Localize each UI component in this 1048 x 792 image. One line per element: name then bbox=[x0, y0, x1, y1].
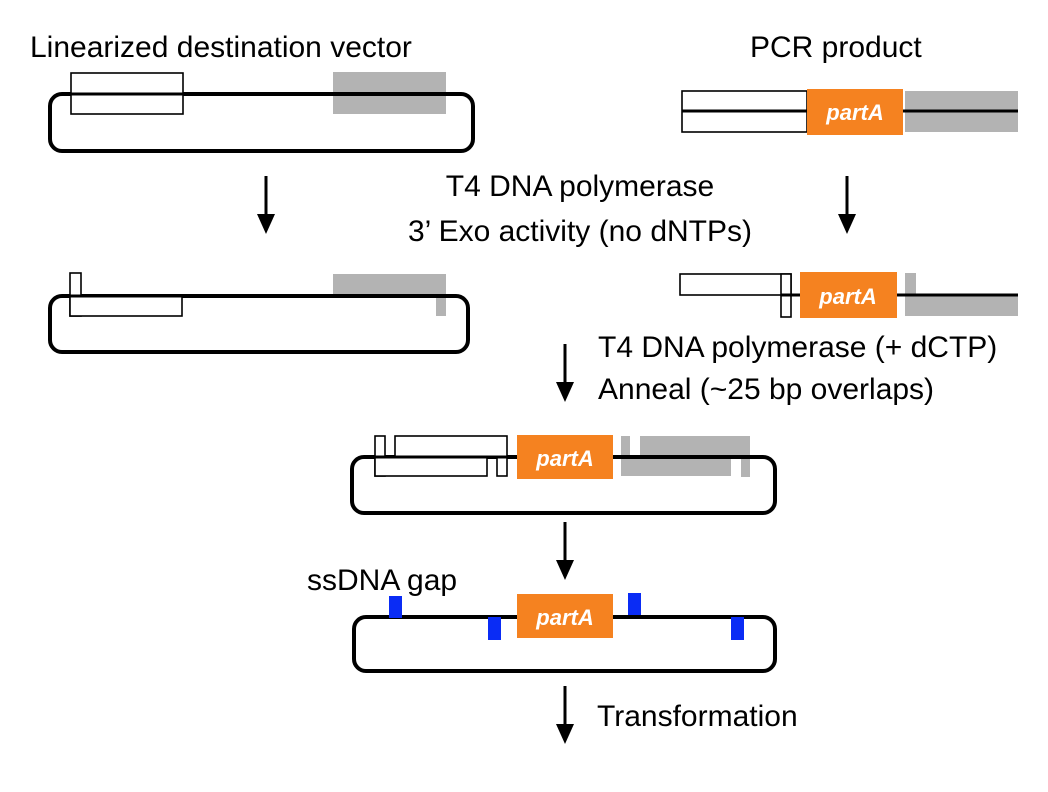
pcr-title: PCR product bbox=[750, 31, 922, 64]
ssdna-gap-4 bbox=[731, 617, 744, 640]
chewed-homology-right bbox=[333, 274, 446, 296]
chewed-pcr-product: partA bbox=[679, 272, 1018, 318]
arrow-transformation bbox=[556, 686, 574, 744]
chewed-homology-right-tail bbox=[436, 296, 446, 316]
arrow-pcr-exo bbox=[838, 176, 856, 234]
vector-backbone bbox=[48, 92, 475, 153]
step2-enzyme-label: T4 DNA polymerase (+ dCTP) bbox=[598, 331, 997, 364]
insert-block bbox=[807, 89, 903, 135]
pcr-product: partA bbox=[681, 89, 1018, 135]
annealed-homology-right-tail bbox=[741, 457, 750, 477]
arrow-anneal bbox=[556, 344, 574, 402]
ssdna-gap-label: ssDNA gap bbox=[307, 564, 457, 597]
chewed-vector bbox=[48, 272, 470, 354]
ssdna-gap-1 bbox=[389, 596, 402, 618]
chewed-homology-left bbox=[69, 295, 183, 317]
annealed-homology-lower bbox=[374, 456, 488, 477]
chewed-pcr-homology-right bbox=[905, 295, 1018, 316]
ssdna-gap-2 bbox=[488, 617, 501, 640]
annealed-homology-right-tick bbox=[621, 436, 630, 457]
insert-label: partA bbox=[825, 100, 883, 125]
transformation-label: Transformation bbox=[597, 700, 798, 733]
annealed-homology-right-lower bbox=[621, 457, 731, 476]
annealed-plasmid: partA bbox=[350, 435, 777, 515]
annealed-homology-right bbox=[640, 436, 750, 457]
ssdna-gap-3 bbox=[628, 593, 641, 615]
annealed-homology-upper bbox=[394, 435, 508, 458]
linearized-vector bbox=[48, 72, 475, 153]
gapped-insert-block bbox=[517, 594, 613, 638]
arrow-repair bbox=[556, 522, 574, 580]
chewed-insert-block bbox=[800, 272, 897, 318]
annealed-insert-label: partA bbox=[535, 446, 593, 471]
annealed-overhang-b bbox=[496, 456, 508, 477]
chewed-pcr-homology-left bbox=[679, 273, 792, 296]
step1-activity-label: 3’ Exo activity (no dNTPs) bbox=[408, 215, 752, 248]
step1-enzyme-label: T4 DNA polymerase bbox=[446, 170, 714, 203]
chewed-insert-label: partA bbox=[818, 284, 876, 309]
chewed-vector-backbone bbox=[48, 294, 470, 354]
gapped-insert-label: partA bbox=[535, 605, 593, 630]
chewed-pcr-tail-right bbox=[905, 273, 916, 295]
arrow-vector-exo bbox=[257, 176, 275, 234]
vector-title: Linearized destination vector bbox=[30, 31, 412, 64]
gapped-plasmid: partA bbox=[352, 593, 777, 673]
annealed-insert-block bbox=[517, 435, 613, 479]
step2-anneal-label: Anneal (~25 bp overlaps) bbox=[598, 373, 934, 406]
